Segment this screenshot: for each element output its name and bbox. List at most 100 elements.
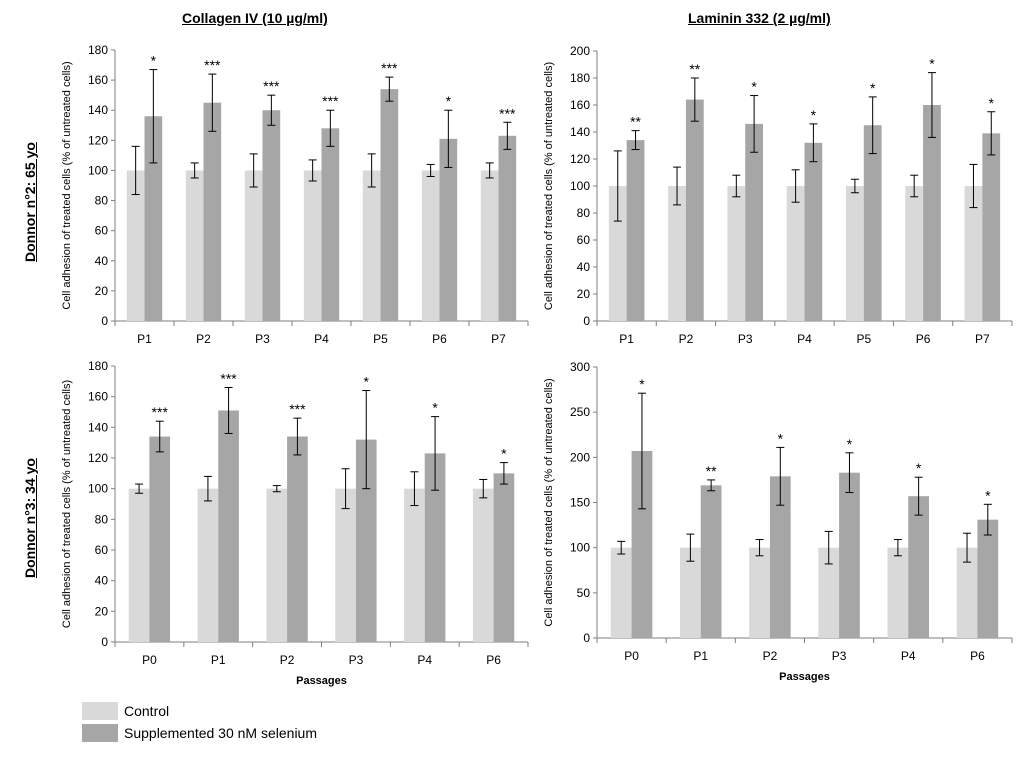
collagen-donor3-bar-control: [472, 488, 494, 642]
collagen-donor2-significance-mark: ***: [381, 60, 398, 76]
laminin-donor3-y-tick-label: 50: [577, 586, 591, 600]
collagen-donor2-bar-selenium: [498, 135, 517, 321]
laminin-donor3-bar-selenium: [839, 472, 860, 638]
laminin-donor3-bar-selenium: [700, 485, 722, 638]
laminin-donor2-bar-selenium: [626, 140, 645, 321]
collagen-donor2-bar-control: [421, 170, 440, 321]
col-title-collagen: Collagen IV (10 µg/ml): [182, 10, 328, 26]
collagen-donor3-bar-selenium: [149, 436, 171, 642]
laminin-donor3-bar-selenium: [908, 496, 929, 638]
collagen-donor3-y-tick-label: 100: [88, 482, 108, 496]
collagen-donor3-significance-mark: ***: [152, 404, 169, 420]
legend-label-control: Control: [124, 703, 170, 719]
laminin-donor2-bar-selenium: [685, 99, 704, 321]
collagen-donor2-significance-mark: ***: [499, 105, 516, 121]
laminin-donor3-bar-control: [887, 547, 909, 638]
collagen-donor3-bar-control: [335, 488, 356, 642]
laminin-donor2-y-tick-label: 80: [577, 206, 591, 220]
laminin-donor3-bar-selenium: [769, 476, 791, 638]
collagen-donor3-bar-control: [197, 488, 219, 642]
collagen-donor3-y-tick-label: 40: [95, 574, 109, 588]
collagen-donor2-bar-selenium: [144, 116, 163, 321]
collagen-donor2-bar-control: [362, 170, 381, 321]
collagen-donor2-y-tick-label: 140: [88, 103, 108, 117]
laminin-donor3-bar-control: [818, 547, 840, 638]
laminin-donor3-x-tick-label: P0: [624, 649, 639, 663]
collagen-donor2-bar-selenium: [439, 138, 458, 321]
laminin-donor2-x-tick-label: P5: [856, 332, 871, 346]
legend-item-selenium: Supplemented 30 nM selenium: [82, 722, 317, 744]
laminin-donor3-y-tick-label: 250: [570, 405, 590, 419]
collagen-donor2-bar-control: [126, 170, 145, 321]
laminin-donor3-significance-mark: *: [639, 376, 645, 392]
laminin-donor2-y-tick-label: 140: [570, 125, 590, 139]
legend-swatch-selenium: [82, 724, 118, 742]
collagen-donor3-significance-mark: *: [432, 400, 438, 416]
collagen-donor2-x-tick-label: P7: [491, 332, 506, 346]
laminin-donor3-x-tick-label: P2: [763, 649, 778, 663]
collagen-donor3-bar-selenium: [287, 436, 308, 642]
laminin-donor3-y-tick-label: 300: [570, 360, 590, 374]
laminin-donor2-bar-selenium: [804, 142, 823, 321]
laminin-donor2-bar-control: [786, 186, 805, 321]
laminin-donor2-y-tick-label: 200: [570, 44, 590, 58]
collagen-donor3-bar-selenium: [355, 439, 377, 642]
collagen-donor2-y-tick-label: 120: [88, 133, 108, 147]
laminin-donor2-bar-control: [846, 186, 864, 321]
collagen-donor2-bar-selenium: [380, 89, 399, 322]
collagen-donor2-bar-control: [303, 170, 322, 321]
legend-swatch-control: [82, 702, 118, 720]
collagen-donor3-x-tick-label: P0: [142, 653, 157, 667]
laminin-donor3-bar-control: [680, 547, 701, 638]
collagen-donor2-x-tick-label: P4: [314, 332, 329, 346]
laminin-donor2-significance-mark: *: [751, 79, 757, 95]
collagen-donor2-x-tick-label: P1: [137, 332, 152, 346]
laminin-donor3-x-tick-label: P3: [832, 649, 847, 663]
laminin-donor2-significance-mark: *: [870, 80, 876, 96]
laminin-donor2-significance-mark: *: [929, 56, 935, 72]
collagen-donor2-y-axis-label: Cell adhesion of treated cells (% of unt…: [61, 61, 73, 309]
collagen-donor2-y-tick-label: 160: [88, 73, 108, 87]
collagen-donor2-significance-mark: ***: [322, 93, 339, 109]
collagen-donor3-y-tick-label: 60: [95, 543, 109, 557]
laminin-donor2-bar-control: [668, 186, 686, 321]
laminin-donor2-x-tick-label: P4: [797, 332, 812, 346]
collagen-donor2-y-tick-label: 20: [95, 284, 109, 298]
collagen-donor3-significance-mark: ***: [289, 401, 306, 417]
laminin-donor3-significance-mark: *: [916, 460, 922, 476]
collagen-donor3-x-axis-label: Passages: [296, 675, 347, 687]
legend: Control Supplemented 30 nM selenium: [82, 700, 317, 744]
laminin-donor2-x-tick-label: P7: [975, 332, 990, 346]
collagen-donor2-x-tick-label: P6: [432, 332, 447, 346]
collagen-donor2-x-tick-label: P5: [373, 332, 388, 346]
laminin-donor2-bar-selenium: [745, 123, 763, 322]
collagen-donor2-significance-mark: *: [446, 93, 452, 109]
laminin-donor2-y-tick-label: 160: [570, 98, 590, 112]
collagen-donor3-bar-control: [404, 488, 425, 642]
laminin-donor3-x-tick-label: P6: [970, 649, 985, 663]
laminin-donor3-x-tick-label: P4: [901, 649, 916, 663]
laminin-donor2-significance-mark: **: [630, 114, 641, 130]
laminin-donor2-x-tick-label: P2: [679, 332, 694, 346]
laminin-donor2-x-tick-label: P1: [619, 332, 634, 346]
laminin-donor3-y-tick-label: 0: [583, 631, 590, 645]
collagen-donor2-bar-control: [244, 170, 263, 321]
collagen-donor3-y-tick-label: 160: [88, 390, 108, 404]
laminin-donor3-x-axis-label: Passages: [779, 671, 830, 683]
collagen-donor2-bar-selenium: [203, 102, 222, 321]
laminin-donor2-bar-selenium: [982, 133, 1001, 321]
laminin-donor2-bar-control: [964, 186, 983, 321]
collagen-donor3-bar-control: [128, 488, 150, 642]
legend-item-control: Control: [82, 700, 317, 722]
laminin-donor2-bar-control: [608, 186, 627, 321]
collagen-donor3-x-tick-label: P3: [349, 653, 364, 667]
laminin-donor3-bar-control: [956, 547, 978, 638]
laminin-donor2-y-axis-label: Cell adhesion of treated cells (% of unt…: [543, 62, 555, 310]
collagen-donor3-significance-mark: *: [364, 374, 370, 390]
laminin-donor3-x-tick-label: P1: [693, 649, 708, 663]
collagen-donor3-significance-mark: ***: [220, 370, 237, 386]
laminin-donor2-bar-control: [905, 186, 924, 321]
laminin-donor3-significance-mark: **: [706, 463, 717, 479]
collagen-donor3-y-tick-label: 180: [88, 359, 108, 373]
